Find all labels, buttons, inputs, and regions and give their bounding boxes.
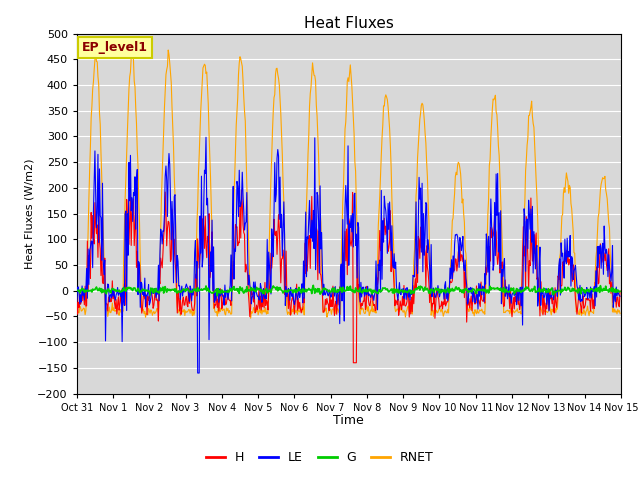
Legend: H, LE, G, RNET: H, LE, G, RNET — [201, 446, 439, 469]
LE — [202, 134, 210, 140]
LE — [416, 196, 424, 202]
RNET — [73, 309, 81, 315]
RNET — [195, 170, 202, 176]
G — [416, 287, 424, 293]
G — [194, 285, 202, 290]
H — [223, 300, 230, 306]
H — [432, 302, 440, 308]
G — [432, 285, 440, 291]
LE — [195, 370, 202, 376]
RNET — [432, 309, 440, 315]
LE — [616, 293, 624, 299]
RNET — [164, 47, 172, 53]
G — [214, 293, 221, 299]
LE — [83, 265, 90, 271]
G — [139, 287, 147, 292]
G — [73, 288, 81, 293]
G — [310, 282, 317, 288]
H — [194, 236, 202, 242]
LE — [139, 291, 147, 297]
LE — [432, 294, 440, 300]
H — [616, 288, 624, 294]
RNET — [616, 311, 624, 316]
RNET — [83, 292, 90, 298]
LE — [73, 298, 81, 304]
G — [616, 288, 624, 294]
Text: EP_level1: EP_level1 — [82, 41, 148, 54]
LE — [224, 297, 232, 302]
RNET — [139, 307, 147, 312]
RNET — [416, 116, 424, 122]
H — [349, 360, 357, 366]
H — [83, 303, 90, 309]
X-axis label: Time: Time — [333, 414, 364, 427]
H — [73, 294, 81, 300]
RNET — [247, 315, 255, 321]
G — [223, 289, 231, 295]
H — [139, 305, 147, 311]
Line: RNET: RNET — [77, 50, 620, 318]
LE — [194, 370, 202, 376]
Line: LE: LE — [77, 137, 620, 373]
G — [83, 288, 90, 294]
Line: H: H — [77, 190, 620, 363]
Y-axis label: Heat Fluxes (W/m2): Heat Fluxes (W/m2) — [24, 158, 35, 269]
Title: Heat Fluxes: Heat Fluxes — [304, 16, 394, 31]
RNET — [223, 308, 231, 313]
Line: G: G — [77, 285, 620, 296]
H — [237, 187, 245, 193]
H — [416, 255, 424, 261]
